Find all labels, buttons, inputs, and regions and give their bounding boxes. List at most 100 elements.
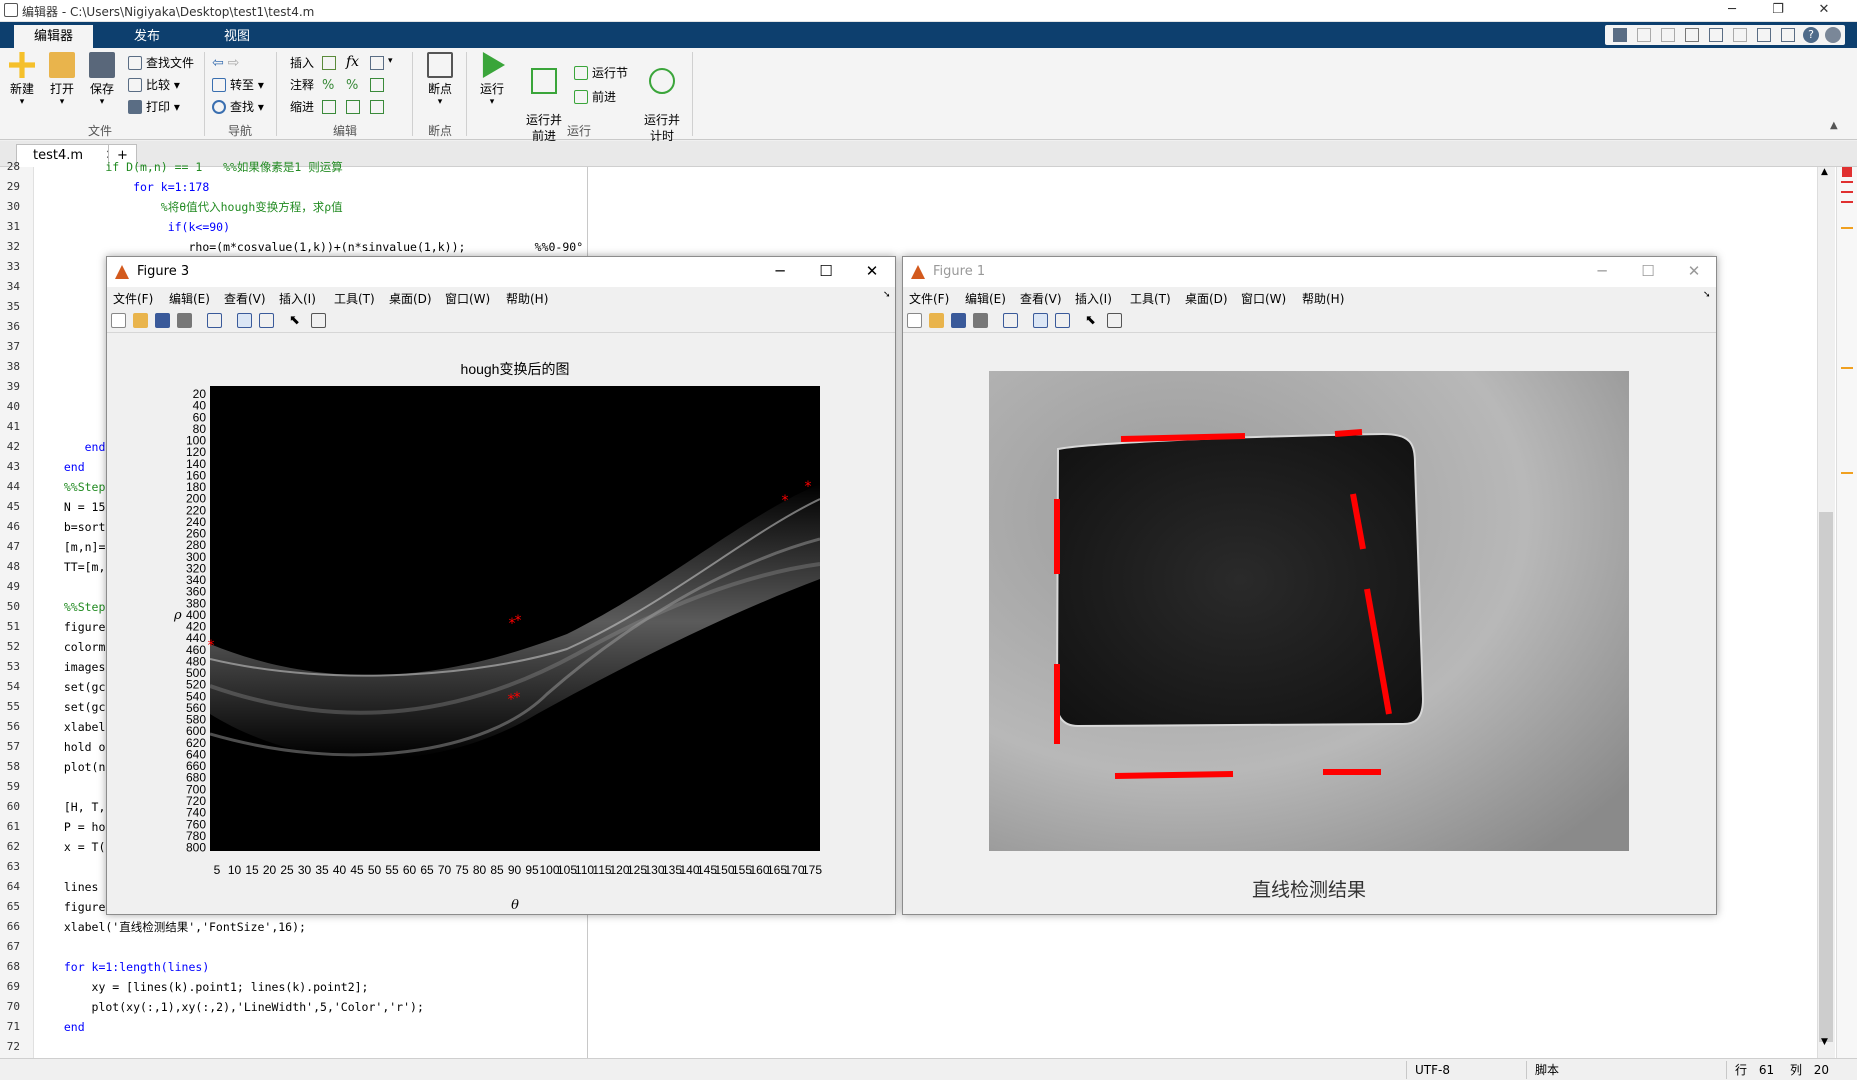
redo-icon[interactable] bbox=[1733, 28, 1747, 42]
find-files-button[interactable]: 查找文件 bbox=[128, 52, 194, 74]
code-line[interactable]: images bbox=[50, 660, 106, 674]
tab-editor[interactable]: 编辑器 bbox=[14, 25, 94, 48]
smart-indent-icon[interactable] bbox=[322, 100, 336, 114]
insert-colorbar-icon[interactable] bbox=[1033, 313, 1048, 328]
menu-file[interactable]: 文件(F) bbox=[909, 292, 950, 306]
code-line[interactable]: end bbox=[50, 460, 85, 474]
insert-colorbar-icon[interactable] bbox=[237, 313, 252, 328]
chevron-down-icon[interactable]: ▾ bbox=[388, 56, 393, 66]
warning-marker[interactable] bbox=[1841, 367, 1853, 369]
code-line[interactable]: xlabel('直线检测结果','FontSize',16); bbox=[50, 920, 306, 934]
save-figure-icon[interactable] bbox=[951, 313, 966, 328]
code-line[interactable]: N = 15 bbox=[50, 500, 106, 514]
minimize-button[interactable]: ─ bbox=[775, 262, 785, 280]
menu-edit[interactable]: 编辑(E) bbox=[965, 292, 1006, 306]
menu-view[interactable]: 查看(V) bbox=[224, 292, 266, 306]
code-line[interactable]: end bbox=[50, 1020, 85, 1034]
compare-button[interactable]: 比较 ▾ bbox=[128, 74, 180, 96]
link-plot-icon[interactable] bbox=[207, 313, 222, 328]
code-line[interactable]: xy = [lines(k).point1; lines(k).point2]; bbox=[50, 980, 369, 994]
menu-window[interactable]: 窗口(W) bbox=[445, 292, 491, 306]
warning-marker[interactable] bbox=[1841, 227, 1853, 229]
cut-icon[interactable] bbox=[1637, 28, 1651, 42]
undo-icon[interactable] bbox=[1709, 28, 1723, 42]
forward-arrow-icon[interactable]: ⇨ bbox=[227, 55, 240, 71]
new-button[interactable]: 新建 ▾ bbox=[4, 48, 40, 107]
menu-window[interactable]: 窗口(W) bbox=[1241, 292, 1287, 306]
property-inspector-icon[interactable] bbox=[1107, 313, 1122, 328]
code-line[interactable]: x = T( bbox=[50, 840, 106, 854]
layout-icon[interactable] bbox=[1781, 28, 1795, 42]
code-line[interactable]: for k=1:length(lines) bbox=[50, 960, 210, 974]
menu-help[interactable]: 帮助(H) bbox=[506, 292, 549, 306]
code-line[interactable]: xlabel bbox=[50, 720, 106, 734]
save-figure-icon[interactable] bbox=[155, 313, 170, 328]
code-line[interactable]: [H, T, bbox=[50, 800, 106, 814]
code-line[interactable]: %%Step bbox=[50, 600, 106, 614]
open-file-icon[interactable] bbox=[133, 313, 148, 328]
menu-edit[interactable]: 编辑(E) bbox=[169, 292, 210, 306]
switch-windows-icon[interactable] bbox=[1757, 28, 1771, 42]
run-button[interactable]: 运行 ▾ bbox=[472, 48, 512, 107]
goto-button[interactable]: 转至 ▾ bbox=[212, 74, 264, 96]
back-forward-buttons[interactable]: ⇦ ⇨ bbox=[212, 52, 239, 74]
advance-button[interactable]: 前进 bbox=[574, 86, 616, 108]
wrap-comment-icon[interactable] bbox=[370, 78, 384, 92]
insert-function-icon[interactable] bbox=[370, 56, 384, 70]
error-indicator-icon[interactable] bbox=[1842, 167, 1852, 177]
code-line[interactable]: end bbox=[50, 440, 106, 454]
menu-insert[interactable]: 插入(I) bbox=[279, 292, 316, 306]
code-line[interactable]: lines bbox=[50, 880, 106, 894]
cursor-icon[interactable]: ⬉ bbox=[289, 313, 300, 328]
code-line[interactable]: plot(xy(:,1),xy(:,2),'LineWidth',5,'Colo… bbox=[50, 1000, 424, 1014]
scroll-down-icon[interactable]: ▼ bbox=[1821, 1037, 1828, 1047]
comment-button[interactable]: 注释 bbox=[290, 74, 314, 96]
code-line[interactable]: %将θ值代入hough变换方程，求ρ值 bbox=[50, 200, 343, 214]
find-button[interactable]: 查找 ▾ bbox=[212, 96, 264, 118]
error-marker[interactable] bbox=[1841, 191, 1853, 193]
close-window-button[interactable]: ✕ bbox=[1818, 2, 1830, 17]
code-line[interactable]: figure bbox=[50, 620, 106, 634]
search-docs-icon[interactable] bbox=[1825, 27, 1841, 43]
tab-publish[interactable]: 发布 bbox=[134, 29, 161, 44]
scroll-up-icon[interactable]: ▲ bbox=[1821, 167, 1828, 177]
fx-icon[interactable]: fx bbox=[346, 54, 360, 70]
indent-less-icon[interactable] bbox=[370, 100, 384, 114]
insert-legend-icon[interactable] bbox=[259, 313, 274, 328]
percent-comment-icon[interactable]: % bbox=[322, 78, 335, 93]
error-marker[interactable] bbox=[1841, 201, 1853, 203]
breakpoints-button[interactable]: 断点 ▾ bbox=[420, 48, 460, 107]
minimize-button[interactable]: ─ bbox=[1597, 262, 1607, 280]
add-tab-button[interactable]: + bbox=[108, 144, 137, 167]
code-line[interactable]: plot(n bbox=[50, 760, 106, 774]
indent-more-icon[interactable] bbox=[346, 100, 360, 114]
new-figure-icon[interactable] bbox=[111, 313, 126, 328]
code-line[interactable]: if D(m,n) == 1 %%如果像素是1 则运算 bbox=[50, 160, 343, 174]
cursor-icon[interactable]: ⬉ bbox=[1085, 313, 1096, 328]
code-line[interactable]: rho=(m*cosvalue(1,k))+(n*sinvalue(1,k));… bbox=[50, 240, 584, 254]
print-figure-icon[interactable] bbox=[973, 313, 988, 328]
save-button[interactable]: 保存 ▾ bbox=[84, 48, 120, 107]
code-line[interactable]: figure bbox=[50, 900, 106, 914]
minimize-button[interactable]: ─ bbox=[1728, 2, 1736, 17]
run-section-button[interactable]: 运行节 bbox=[574, 62, 628, 84]
code-line[interactable]: hold o bbox=[50, 740, 106, 754]
menu-tools[interactable]: 工具(T) bbox=[334, 292, 375, 306]
menu-insert[interactable]: 插入(I) bbox=[1075, 292, 1112, 306]
code-line[interactable]: [m,n]= bbox=[50, 540, 106, 554]
scrollbar-thumb[interactable] bbox=[1819, 512, 1833, 1042]
menu-file[interactable]: 文件(F) bbox=[113, 292, 154, 306]
menu-desktop[interactable]: 桌面(D) bbox=[389, 292, 432, 306]
code-line[interactable]: TT=[m, bbox=[50, 560, 106, 574]
run-and-time-button[interactable]: 运行并 计时 bbox=[638, 48, 686, 160]
code-line[interactable]: if(k<=90) bbox=[50, 220, 231, 234]
help-icon[interactable]: ? bbox=[1803, 27, 1819, 43]
code-line[interactable]: set(gc bbox=[50, 680, 106, 694]
copy-icon[interactable] bbox=[1661, 28, 1675, 42]
maximize-button[interactable]: ☐ bbox=[1641, 262, 1655, 280]
paste-icon[interactable] bbox=[1685, 28, 1699, 42]
error-marker[interactable] bbox=[1841, 181, 1853, 183]
close-button[interactable]: ✕ bbox=[865, 262, 879, 280]
insert-button[interactable]: 插入 bbox=[290, 52, 314, 74]
print-figure-icon[interactable] bbox=[177, 313, 192, 328]
